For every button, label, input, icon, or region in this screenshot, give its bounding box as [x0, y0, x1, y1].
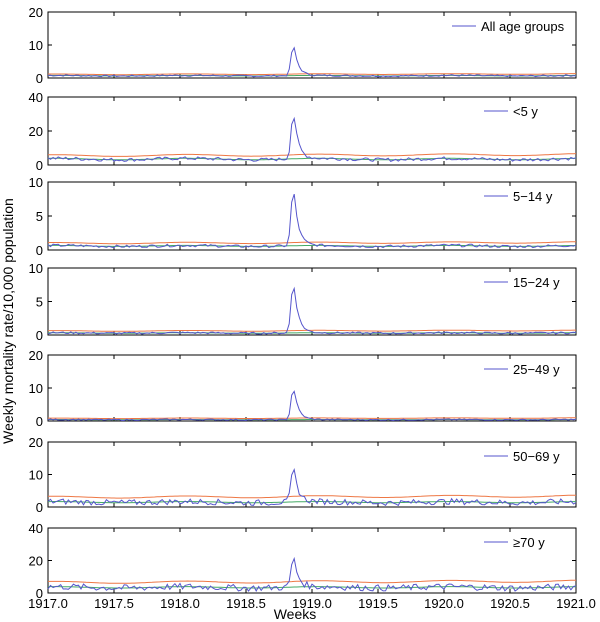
- threshold-line: [48, 579, 576, 584]
- x-tick-label: 1920.5: [490, 596, 530, 611]
- threshold-line: [48, 417, 576, 420]
- legend-box: [480, 101, 572, 121]
- legend-label: 15−24 y: [513, 275, 560, 290]
- threshold-line: [48, 73, 576, 76]
- legend-box: [480, 359, 572, 379]
- observed-series-line: [47, 556, 577, 592]
- panel-6: 0 20 40 1917.0 1917.5 1918.0 1918.5 1919.0 1919.…: [28, 521, 596, 611]
- observed-series-line: [47, 46, 577, 78]
- threshold-line: [47, 241, 577, 245]
- legend-box: [480, 532, 572, 552]
- legend-label: 50−69 y: [513, 449, 560, 464]
- y-tick-label: 0: [36, 586, 43, 601]
- x-tick-label: 1921.0: [556, 596, 596, 611]
- panel-2: 0 5 10 5−14 y: [29, 175, 577, 258]
- legend-label: 25−49 y: [513, 362, 560, 377]
- y-tick-label: 20: [29, 348, 43, 363]
- legend: 5−14 y: [480, 186, 572, 206]
- baseline-line: [47, 586, 576, 589]
- panel-4: 0 10 20 25−49 y: [29, 348, 577, 429]
- legend-label: <5 y: [513, 104, 538, 119]
- y-tick-label: 0: [36, 71, 43, 86]
- legend-label: 5−14 y: [513, 189, 553, 204]
- y-tick-label: 40: [29, 521, 43, 536]
- panel-1: 0 20 40 <5 y: [29, 90, 577, 173]
- threshold-line: [47, 153, 577, 157]
- panel-5: 0 10 20 50−69 y: [29, 435, 577, 515]
- x-tick-label: 1919.0: [292, 596, 332, 611]
- y-tick-label: 10: [29, 261, 43, 276]
- x-axis-title: Weeks: [274, 606, 317, 622]
- legend: 50−69 y: [480, 446, 572, 466]
- legend-box: [480, 446, 572, 466]
- y-tick-label: 10: [29, 38, 43, 53]
- y-tick-label: 40: [29, 90, 43, 105]
- legend: All age groups: [448, 16, 572, 36]
- y-tick-label: 0: [36, 414, 43, 429]
- legend-label: ≥70 y: [513, 535, 545, 550]
- observed-series-line: [47, 390, 577, 422]
- y-tick-label: 10: [29, 468, 43, 483]
- y-tick-label: 20: [29, 124, 43, 139]
- x-tick-label: 1918.0: [160, 596, 200, 611]
- y-tick-label: 0: [36, 500, 43, 515]
- legend-box: [480, 272, 572, 292]
- y-tick-label: 20: [29, 5, 43, 20]
- x-tick-label: 1920.0: [424, 596, 464, 611]
- y-tick-label: 5: [36, 295, 43, 310]
- x-tick-label: 1918.5: [226, 596, 266, 611]
- observed-series-line: [47, 116, 577, 163]
- x-tick-label: 1919.5: [358, 596, 398, 611]
- legend: <5 y: [480, 101, 572, 121]
- y-axis-title: Weekly mortality rate/10,000 population: [0, 198, 16, 444]
- y-tick-label: 10: [29, 175, 43, 190]
- x-tick-label: 1917.5: [94, 596, 134, 611]
- legend-box: [480, 186, 572, 206]
- observed-series-line: [47, 467, 577, 507]
- x-tick-label: 1917.0: [28, 596, 68, 611]
- y-tick-label: 0: [36, 243, 43, 258]
- panel-0: 0 10 20 All age groups: [29, 5, 577, 86]
- threshold-line: [48, 494, 576, 499]
- observed-series-line: [47, 286, 577, 335]
- legend: 25−49 y: [480, 359, 572, 379]
- legend-label: All age groups: [481, 19, 565, 34]
- legend-box: [448, 16, 572, 36]
- y-tick-label: 20: [29, 435, 43, 450]
- legend: 15−24 y: [480, 272, 572, 292]
- observed-series-line: [47, 193, 577, 249]
- y-tick-label: 20: [29, 554, 43, 569]
- panel-3: 0 5 10 15−24 y: [29, 261, 577, 343]
- threshold-line: [48, 329, 576, 332]
- legend: ≥70 y: [480, 532, 572, 552]
- y-tick-label: 0: [36, 328, 43, 343]
- y-tick-label: 0: [36, 158, 43, 173]
- y-tick-label: 10: [29, 381, 43, 396]
- y-tick-label: 5: [36, 209, 43, 224]
